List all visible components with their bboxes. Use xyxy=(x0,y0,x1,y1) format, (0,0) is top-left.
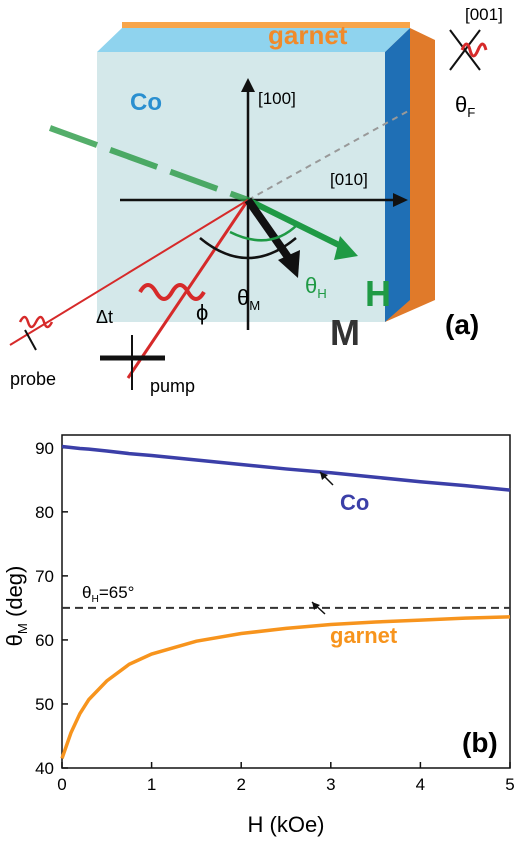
x-tick-label: 3 xyxy=(326,775,335,794)
label: [010] xyxy=(330,170,368,189)
symbol: θ xyxy=(305,273,317,298)
symbol: θ xyxy=(82,583,91,602)
label: pump xyxy=(150,376,195,396)
y-axis-label: θM (deg) xyxy=(2,566,30,647)
subscript: M xyxy=(249,298,260,313)
label: probe xyxy=(10,369,56,389)
y-tick-label: 90 xyxy=(35,439,54,458)
garnet-top xyxy=(122,22,410,28)
y-tick-label: 60 xyxy=(35,631,54,650)
y-tick-label: 80 xyxy=(35,503,54,522)
x-tick-label: 1 xyxy=(147,775,156,794)
co-top xyxy=(97,28,410,52)
y-tick-label: 40 xyxy=(35,759,54,778)
symbol: θ xyxy=(455,92,467,117)
symbol: θ xyxy=(237,285,249,310)
label: (a) xyxy=(445,309,479,340)
subscript: H xyxy=(317,286,327,301)
y-tick-label: 50 xyxy=(35,695,54,714)
series-line xyxy=(62,617,510,759)
panel-label: (b) xyxy=(462,727,498,758)
text: =65° xyxy=(99,583,135,602)
label: θF xyxy=(455,92,475,120)
subscript: M xyxy=(15,623,30,634)
series-label: Co xyxy=(340,490,369,515)
symbol: θ xyxy=(2,634,27,646)
subscript: H xyxy=(91,594,98,605)
panel-a: garnet Co [100] [010] [001] θF θM θH H M… xyxy=(10,5,503,396)
label: H xyxy=(365,273,391,314)
series-label: garnet xyxy=(330,623,398,648)
label: Co xyxy=(130,89,162,116)
label: [100] xyxy=(258,89,296,108)
label: garnet xyxy=(268,20,348,50)
x-tick-label: 5 xyxy=(505,775,514,794)
label: [001] xyxy=(465,5,503,24)
reference-label: θH=65° xyxy=(82,583,134,605)
y-tick-label: 70 xyxy=(35,567,54,586)
figure: garnet Co [100] [010] [001] θF θM θH H M… xyxy=(0,0,518,842)
label: M xyxy=(330,312,360,353)
x-tick-label: 0 xyxy=(57,775,66,794)
subscript: F xyxy=(467,105,475,120)
x-axis-label: H (kOe) xyxy=(248,812,325,837)
label: Δt xyxy=(96,307,113,327)
x-tick-label: 2 xyxy=(236,775,245,794)
unit: (deg) xyxy=(2,566,27,623)
series-line xyxy=(62,447,510,491)
label: ϕ xyxy=(196,300,208,325)
x-tick-label: 4 xyxy=(416,775,425,794)
